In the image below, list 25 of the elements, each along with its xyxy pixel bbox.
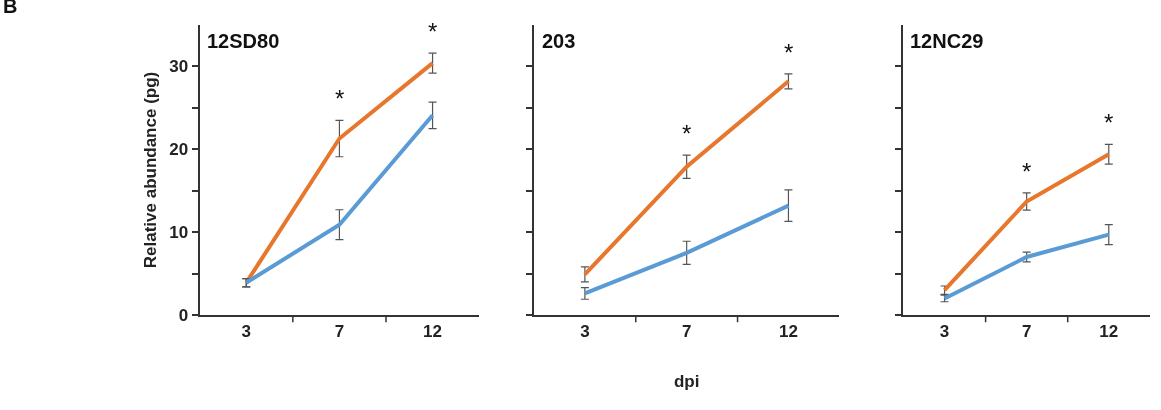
x-tick-label: 3 <box>241 322 252 342</box>
y-tick-label: 0 <box>178 305 189 325</box>
x-tick-label: 12 <box>1099 322 1119 342</box>
annotation: * <box>1104 109 1114 136</box>
x-tick-label: 7 <box>334 322 345 342</box>
x-axis-title: dpi <box>673 372 700 392</box>
chart-title: 12SD80 <box>207 30 280 52</box>
x-tick-label: 12 <box>778 322 798 342</box>
chart-title: 12NC29 <box>910 30 984 52</box>
chart-title: 203 <box>542 30 576 52</box>
x-tick-label: 7 <box>681 322 692 342</box>
y-tick-label: 30 <box>169 57 189 77</box>
x-tick-label: 7 <box>1021 322 1032 342</box>
annotation: * <box>1022 158 1032 185</box>
annotation: * <box>428 18 438 45</box>
x-tick-label: 12 <box>423 322 443 342</box>
x-tick-label: 3 <box>939 322 950 342</box>
text: B <box>3 0 18 17</box>
annotation: * <box>784 39 794 66</box>
y-axis-title: Relative abundance (pg) <box>141 71 161 269</box>
y-tick-label: 20 <box>169 140 189 160</box>
annotation: * <box>335 85 345 112</box>
y-tick-label: 10 <box>169 223 189 243</box>
x-tick-label: 3 <box>580 322 590 342</box>
annotation: * <box>682 120 692 147</box>
